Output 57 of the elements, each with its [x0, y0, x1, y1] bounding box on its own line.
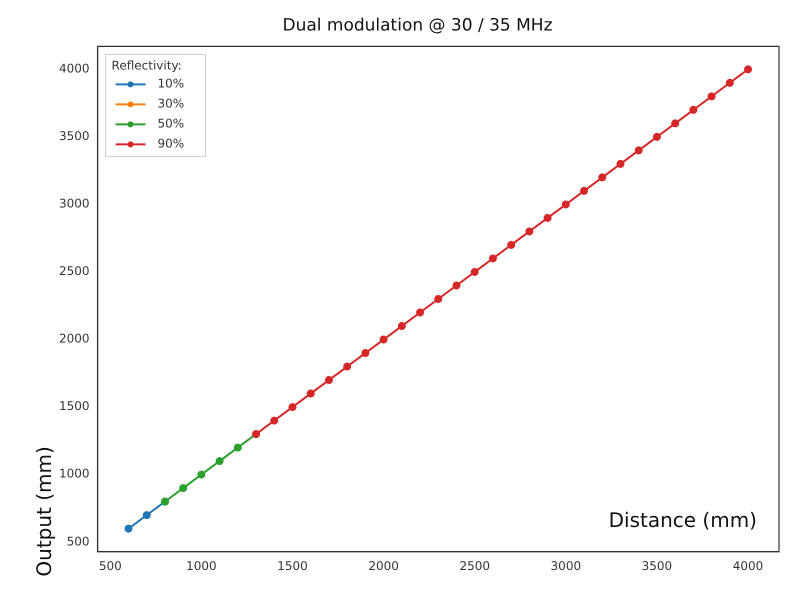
point — [124, 524, 133, 533]
point — [416, 308, 424, 317]
point — [616, 160, 624, 168]
point — [398, 322, 406, 330]
y-tick-label: 2500 — [58, 264, 90, 278]
legend-label: 90% — [158, 136, 184, 151]
y-tick-label: 1500 — [58, 399, 90, 414]
point — [744, 65, 752, 74]
point — [361, 349, 370, 358]
legend-label: 30% — [158, 96, 184, 111]
point — [234, 444, 242, 452]
point — [726, 78, 734, 87]
point — [708, 92, 716, 100]
point — [562, 200, 570, 208]
point — [434, 295, 442, 303]
legend-label: 50% — [158, 116, 184, 131]
point — [580, 186, 588, 195]
legend-title: Reflectivity: — [112, 58, 182, 73]
y-tick-label: 1000 — [58, 466, 90, 481]
point — [343, 362, 352, 371]
point — [689, 106, 698, 114]
x-tick-label: 2000 — [368, 558, 399, 573]
x-tick-label: 3500 — [642, 558, 672, 573]
point — [544, 214, 552, 222]
x-tick-label: 3000 — [550, 558, 582, 573]
point — [452, 281, 460, 290]
y-tick-label: 500 — [66, 534, 90, 548]
point — [324, 376, 333, 384]
point — [197, 470, 206, 479]
y-tick-label: 3000 — [58, 196, 90, 211]
chart-title: Dual modulation @ 30 / 35 MHz — [282, 16, 553, 36]
x-tick-label: 1500 — [277, 558, 308, 573]
point — [507, 240, 516, 249]
x-tick-label: 4000 — [732, 558, 764, 573]
point — [598, 173, 606, 182]
point — [288, 403, 297, 412]
point — [179, 484, 188, 492]
point — [470, 268, 479, 276]
x-tick-label: 2500 — [459, 558, 490, 573]
x-tick-label: 500 — [98, 558, 122, 573]
point — [525, 227, 534, 236]
point — [671, 119, 680, 128]
y-tick-label: 3500 — [58, 129, 90, 144]
y-tick-label: 2000 — [58, 332, 90, 346]
point — [380, 336, 388, 344]
x-tick-label: 1000 — [186, 558, 217, 573]
x-axis-title: Distance (mm) — [608, 508, 757, 532]
legend-label: 10% — [158, 76, 184, 91]
point — [142, 511, 151, 520]
y-axis-title: Output (mm) — [32, 446, 56, 577]
point — [634, 146, 643, 154]
point — [488, 254, 497, 262]
point — [216, 457, 224, 466]
point — [306, 390, 315, 398]
point — [270, 416, 278, 425]
point — [652, 132, 661, 141]
y-tick-label: 4000 — [58, 61, 90, 76]
